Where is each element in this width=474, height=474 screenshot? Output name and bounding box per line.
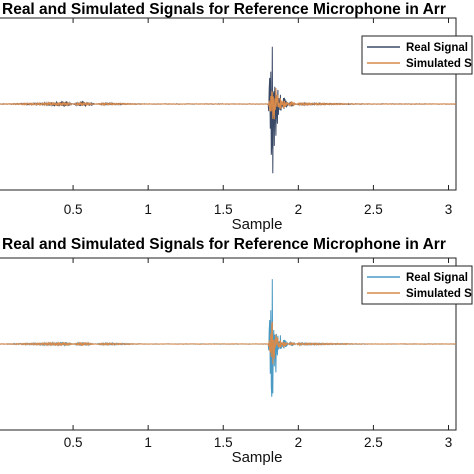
- legend-label-1: Real Signal: [406, 272, 468, 284]
- chart-title: Real and Simulated Signals for Reference…: [2, 236, 446, 253]
- chart-1: Real and Simulated Signals for Reference…: [0, 1, 473, 233]
- x-tick-label: 0.5: [64, 202, 83, 217]
- x-tick-label: 1: [144, 435, 152, 450]
- chart-2: Real and Simulated Signals for Reference…: [0, 236, 473, 466]
- x-axis-label: Sample: [232, 449, 283, 466]
- series-line-2: [0, 87, 456, 120]
- x-tick-label: 0.5: [64, 435, 83, 450]
- legend-label-2: Simulated S: [406, 58, 472, 70]
- x-tick-label: 2: [295, 435, 303, 450]
- x-tick-label: 2.5: [364, 435, 383, 450]
- series-line-2: [0, 321, 456, 365]
- x-tick-label: 2.5: [364, 202, 383, 217]
- legend: [361, 265, 473, 305]
- x-tick-label: 1.5: [214, 435, 233, 450]
- chart-title: Real and Simulated Signals for Reference…: [2, 1, 446, 18]
- legend: [361, 35, 473, 75]
- legend-label-2: Simulated S: [406, 288, 472, 300]
- legend-label-1: Real Signal: [406, 42, 468, 54]
- x-tick-label: 3: [445, 435, 453, 450]
- x-tick-label: 1: [144, 202, 152, 217]
- x-axis-label: Sample: [232, 216, 283, 233]
- x-tick-label: 3: [445, 202, 453, 217]
- x-tick-label: 2: [295, 202, 303, 217]
- x-tick-label: 1.5: [214, 202, 233, 217]
